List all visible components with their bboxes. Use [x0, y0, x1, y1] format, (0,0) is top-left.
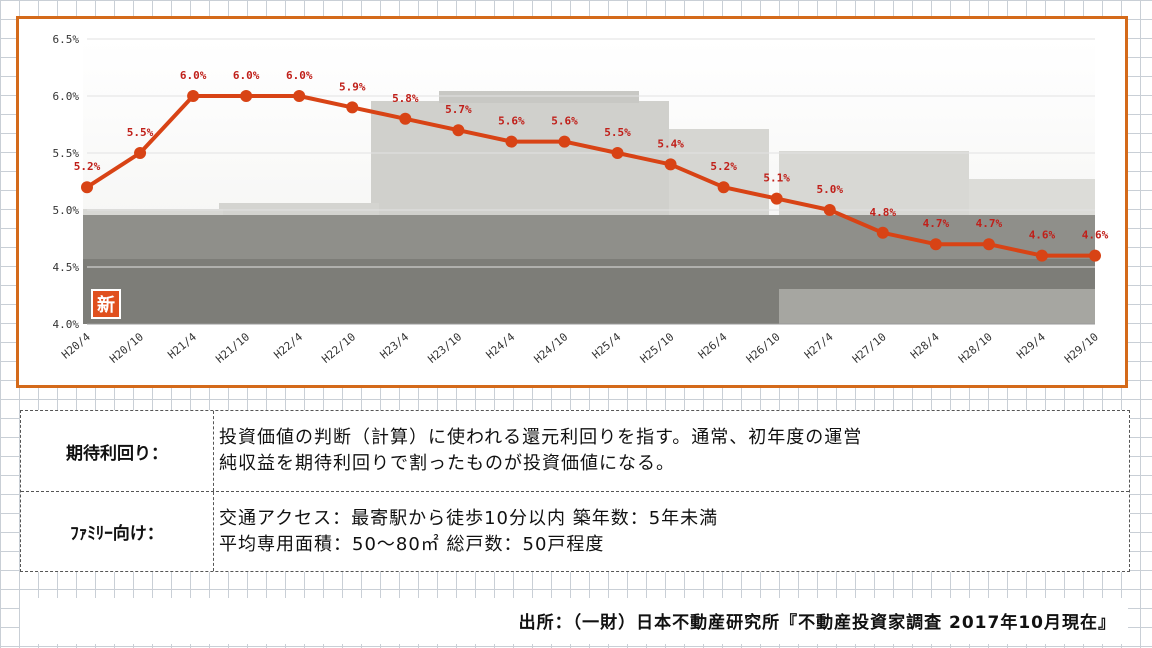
data-label: 5.0%: [816, 183, 843, 196]
data-label: 5.2%: [74, 160, 101, 173]
source-bar: 出所：（一財）日本不動産研究所『不動産投資家調査 2017年10月現在』: [20, 598, 1128, 644]
definition-line: 純収益を期待利回りで割ったものが投資価値になる。: [219, 453, 675, 474]
data-point: [929, 238, 942, 251]
badge-text: 新: [97, 294, 115, 316]
y-tick-label: 5.5%: [53, 147, 80, 160]
data-label: 4.8%: [870, 206, 897, 219]
data-point: [452, 124, 465, 137]
data-point: [823, 204, 836, 216]
x-tick-label: H28/4: [908, 330, 942, 361]
yield-line-chart: 4.0% 4.5% 5.0% 5.5% 6.0% 6.5% H20/4 H20/10 H21/…: [53, 33, 1109, 366]
x-tick-label: H22/10: [319, 330, 358, 366]
series-line: [81, 90, 1101, 262]
data-label: 5.2%: [710, 160, 737, 173]
data-label: 6.0%: [233, 69, 260, 82]
data-point: [611, 147, 624, 159]
data-point: [876, 226, 889, 239]
x-tick-label: H23/4: [378, 330, 412, 361]
definition-line: 投資価値の判断（計算）に使われる還元利回りを指す。通常、初年度の運営: [219, 427, 863, 448]
data-label: 5.5%: [127, 126, 154, 139]
data-point: [1089, 249, 1101, 262]
badge-box: [91, 289, 121, 319]
data-label: 5.1%: [763, 172, 790, 185]
x-tick-label: H27/4: [802, 330, 836, 361]
definition-line: 平均専用面積：50～80㎡ 総戸数：50戸程度: [219, 533, 605, 555]
x-tick-label: H27/10: [850, 330, 889, 366]
data-label: 5.6%: [551, 115, 578, 128]
data-label: 5.8%: [392, 92, 419, 105]
series-line-path: [85, 94, 1095, 258]
data-label: 4.7%: [976, 217, 1003, 230]
y-tick-label: 6.5%: [53, 33, 80, 46]
data-point: [717, 181, 730, 194]
definition-row-family: ﾌｧﾐﾘｰ向け： 交通アクセス：最寄駅から徒歩10分以内 築年数：5年未満 平均…: [21, 492, 1129, 571]
y-tick-label: 6.0%: [53, 90, 80, 103]
x-tick-label: H29/10: [1062, 330, 1101, 366]
definition-row-expected-yield: 期待利回り： 投資価値の判断（計算）に使われる還元利回りを指す。通常、初年度の運…: [21, 411, 1129, 492]
x-tick-label: H25/10: [638, 330, 677, 366]
x-tick-label: H21/10: [213, 330, 252, 366]
x-tick-label: H29/4: [1014, 330, 1048, 361]
data-point: [1035, 249, 1048, 262]
data-label: 5.4%: [657, 137, 684, 150]
y-tick-label: 5.0%: [53, 204, 80, 217]
data-point: [770, 192, 783, 205]
definition-term: ﾌｧﾐﾘｰ向け：: [21, 492, 214, 571]
x-tick-label: H23/10: [425, 330, 464, 366]
data-label: 5.5%: [604, 126, 631, 139]
x-tick-label: H25/4: [590, 330, 624, 361]
data-point: [81, 181, 93, 194]
data-label: 4.6%: [1082, 229, 1109, 242]
x-tick-label: H28/10: [956, 330, 995, 366]
new-badge: 新: [91, 289, 121, 319]
x-tick-label: H24/4: [484, 330, 518, 361]
data-point: [505, 135, 518, 148]
x-tick-label: H24/10: [532, 330, 571, 366]
y-axis-ticks: 4.0% 4.5% 5.0% 5.5% 6.0% 6.5%: [53, 33, 80, 331]
definition-line: 交通アクセス：最寄駅から徒歩10分以内 築年数：5年未満: [219, 507, 719, 529]
definition-term: 期待利回り：: [21, 411, 214, 491]
x-tick-label: H26/10: [744, 330, 783, 366]
x-tick-label: H26/4: [696, 330, 730, 361]
data-point: [240, 90, 253, 102]
data-point: [187, 90, 200, 102]
y-tick-label: 4.5%: [53, 261, 80, 274]
background-photo: [83, 39, 1095, 324]
definitions-table: 期待利回り： 投資価値の判断（計算）に使われる還元利回りを指す。通常、初年度の運…: [20, 410, 1130, 572]
data-point: [293, 90, 306, 102]
x-axis-ticks: H20/4 H20/10 H21/4 H21/10 H22/4 H22/10 H23/4 H2…: [59, 330, 1101, 366]
data-label: 6.0%: [286, 69, 313, 82]
x-tick-label: H20/10: [107, 330, 146, 366]
data-point: [982, 238, 995, 251]
chart-frame: 4.0% 4.5% 5.0% 5.5% 6.0% 6.5% H20/4 H20/10 H21/…: [16, 16, 1128, 388]
data-label: 5.6%: [498, 115, 525, 128]
source-citation: 出所：（一財）日本不動産研究所『不動産投資家調査 2017年10月現在』: [518, 613, 1116, 633]
data-label: 5.9%: [339, 80, 366, 93]
x-tick-label: H21/4: [165, 330, 199, 361]
x-tick-label: H22/4: [271, 330, 305, 361]
definition-description: 投資価値の判断（計算）に使われる還元利回りを指す。通常、初年度の運営 純収益を期…: [219, 411, 1119, 491]
data-point: [558, 135, 571, 148]
x-tick-label: H20/4: [59, 330, 93, 361]
data-point: [134, 147, 147, 159]
data-point: [399, 112, 412, 125]
data-label: 4.7%: [923, 217, 950, 230]
data-point: [664, 158, 677, 171]
definition-description: 交通アクセス：最寄駅から徒歩10分以内 築年数：5年未満 平均専用面積：50～8…: [219, 492, 1119, 571]
data-label: 4.6%: [1029, 229, 1056, 242]
data-labels: 5.2% 5.5% 6.0% 6.0% 6.0% 5.9% 5.8% 5.7% 5.6% 5.6%…: [74, 69, 1109, 242]
data-label: 6.0%: [180, 69, 207, 82]
data-point: [346, 101, 359, 114]
data-label: 5.7%: [445, 103, 472, 116]
y-tick-label: 4.0%: [53, 318, 80, 331]
